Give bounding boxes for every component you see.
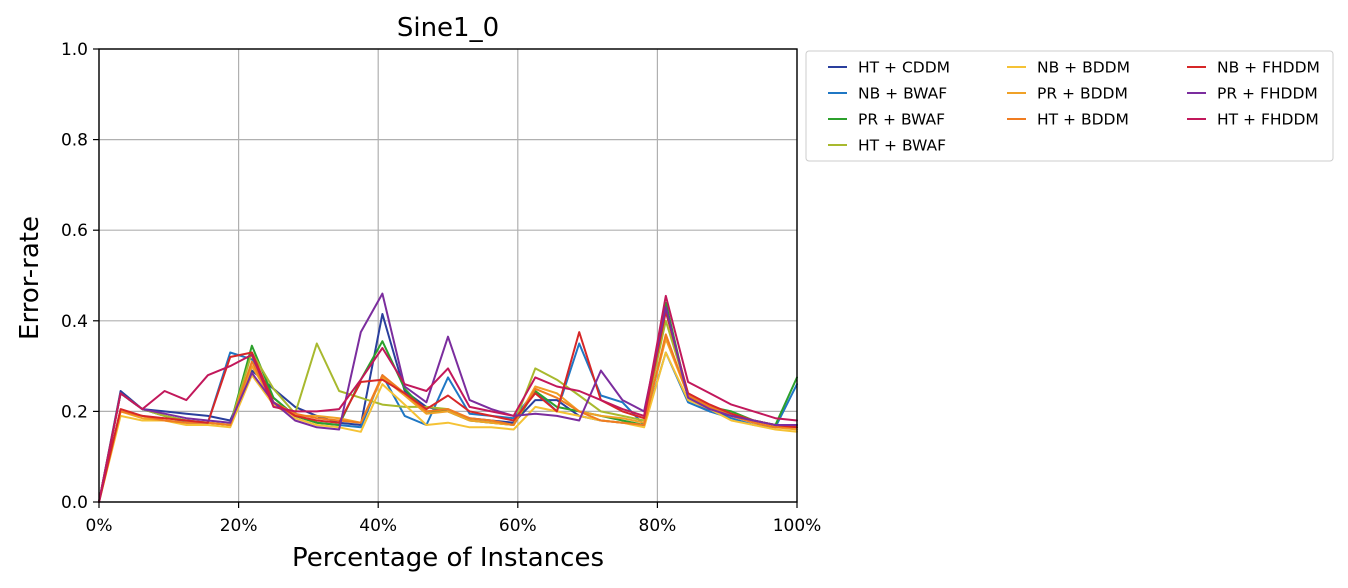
series-line-ht-bddm — [98, 333, 798, 503]
chart-title: Sine1_0 — [397, 13, 499, 43]
legend-frame — [805, 50, 1334, 162]
legend-label-nb-bddm: NB + BDDM — [1037, 59, 1130, 77]
x-tick-label: 20% — [220, 516, 258, 536]
plot-frame — [98, 48, 798, 503]
y-tick-label: 0.0 — [61, 493, 88, 513]
x-tick-label: 0% — [86, 516, 113, 536]
grid-lines — [98, 48, 798, 503]
y-axis-title: Error-rate — [15, 216, 45, 340]
y-tick-label: 1.0 — [61, 40, 88, 60]
legend-label-nb-fhddm: NB + FHDDM — [1217, 59, 1320, 77]
y-tick-label: 0.6 — [61, 221, 88, 241]
series-line-nb-bddm — [98, 351, 798, 503]
series-line-ht-fhddm — [98, 294, 798, 503]
legend-label-pr-fhddm: PR + FHDDM — [1217, 85, 1318, 103]
y-tick-label: 0.2 — [61, 402, 88, 422]
x-axis-ticks: 0% 20% 40% 60% 80% 100% — [86, 502, 822, 536]
x-tick-label: 60% — [499, 516, 537, 536]
y-axis-ticks: 0.0 0.2 0.4 0.6 0.8 1.0 — [61, 40, 99, 513]
legend: HT + CDDM NB + BWAF PR + BWAF HT + BWAF NB +… — [805, 50, 1334, 162]
legend-label-ht-cddm: HT + CDDM — [858, 59, 950, 77]
x-axis-title: Percentage of Instances — [292, 543, 604, 573]
x-tick-label: 100% — [773, 516, 822, 536]
legend-label-ht-fhddm: HT + FHDDM — [1217, 111, 1319, 129]
y-tick-label: 0.4 — [61, 312, 88, 332]
legend-label-ht-bddm: HT + BDDM — [1037, 111, 1129, 129]
x-tick-label: 80% — [639, 516, 677, 536]
series-line-pr-fhddm — [98, 292, 798, 503]
series-lines — [98, 292, 798, 503]
y-tick-label: 0.8 — [61, 131, 88, 151]
legend-label-nb-bwaf: NB + BWAF — [858, 85, 947, 103]
legend-label-ht-bwaf: HT + BWAF — [858, 137, 946, 155]
legend-label-pr-bddm: PR + BDDM — [1037, 85, 1128, 103]
x-tick-label: 40% — [359, 516, 397, 536]
legend-label-pr-bwaf: PR + BWAF — [858, 111, 945, 129]
